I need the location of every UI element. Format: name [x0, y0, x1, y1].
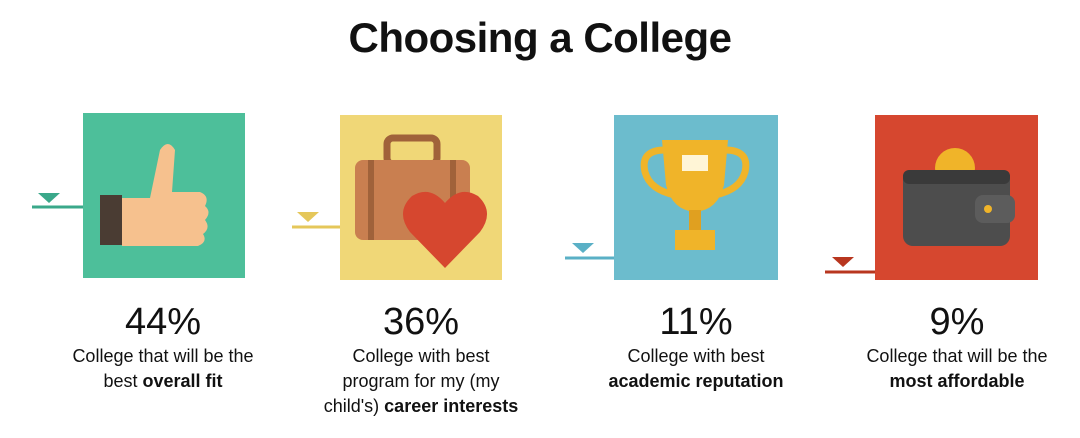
- label-line: College with best: [571, 344, 821, 369]
- label-line: academic reputation: [571, 369, 821, 394]
- wallet-icon: [903, 148, 1015, 246]
- label-line: program for my (my: [296, 369, 546, 394]
- title: Choosing a College: [348, 14, 732, 61]
- label-text: College with best: [352, 346, 490, 366]
- stat-item: 9% College that will be the most afforda…: [832, 300, 1080, 394]
- label-line: College with best: [296, 344, 546, 369]
- percent: 36%: [382, 301, 460, 343]
- label-bold: academic reputation: [608, 371, 784, 391]
- label-line: College that will be the: [38, 344, 288, 369]
- label-line: best overall fit: [38, 369, 288, 394]
- percent: 44%: [124, 301, 202, 343]
- label-text: child's): [323, 396, 385, 416]
- label-line: most affordable: [832, 369, 1080, 394]
- label-bold: most affordable: [889, 371, 1025, 391]
- label-line: child's) career interests: [296, 394, 546, 419]
- label-bold: career interests: [384, 396, 519, 416]
- percent: 11%: [659, 301, 733, 343]
- marker: [38, 193, 60, 203]
- label-text: College that will be the: [72, 346, 254, 366]
- stat-item: 36% College with best program for my (my…: [296, 300, 546, 419]
- label-text: College with best: [627, 346, 765, 366]
- marker: [572, 243, 594, 253]
- label-line: College that will be the: [832, 344, 1080, 369]
- label-text: program for my (my: [342, 371, 500, 391]
- marker: [832, 257, 854, 267]
- trophy-icon: [640, 140, 750, 250]
- briefcase-icon: [355, 134, 488, 268]
- label-text: College that will be the: [866, 346, 1048, 366]
- label-bold: overall fit: [142, 371, 223, 391]
- stat-item: 44% College that will be the best overal…: [38, 300, 288, 394]
- percent: 9%: [929, 301, 985, 343]
- marker: [297, 212, 319, 222]
- thumbs-up-icon: [100, 144, 209, 246]
- label-text: best: [103, 371, 143, 391]
- stat-item: 11% College with best academic reputatio…: [571, 300, 821, 394]
